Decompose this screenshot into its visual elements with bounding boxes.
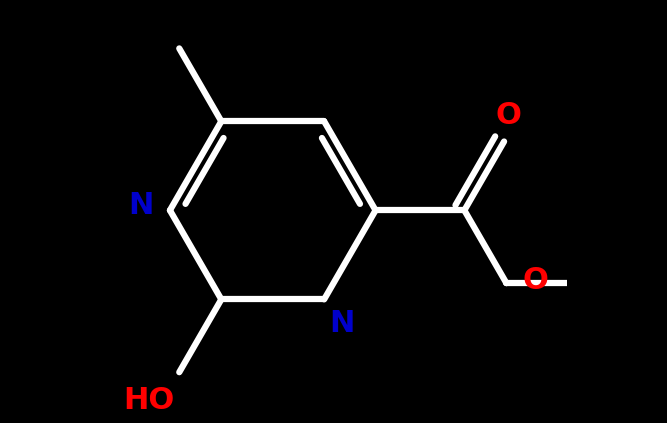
Text: N: N — [329, 309, 354, 338]
Text: HO: HO — [123, 386, 175, 415]
Text: N: N — [128, 191, 153, 220]
Text: O: O — [496, 101, 522, 130]
Text: O: O — [523, 266, 549, 295]
